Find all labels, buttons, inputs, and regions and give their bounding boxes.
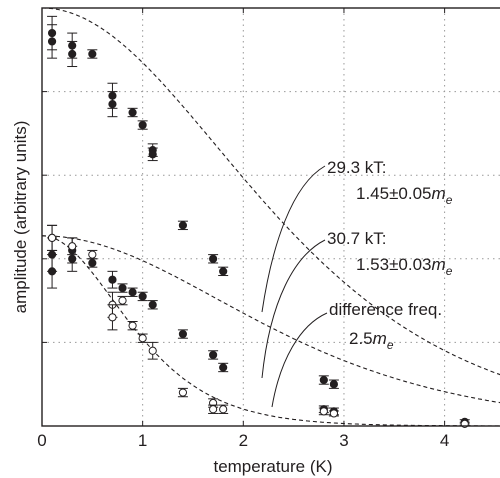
y-axis-label: amplitude (arbitrary units) [11,121,30,314]
data-point-s3-8 [137,333,148,343]
data-point-s3-7 [127,321,138,331]
data-point-s3-2 [67,237,78,256]
data-point-s2-6 [87,258,98,268]
data-point-s1-2 [47,24,58,59]
fit-curves [41,7,500,427]
annotation-3-pointer [271,312,328,408]
data-point-s1-4 [67,40,78,68]
data-point-s1-5 [87,49,98,59]
data-point-s2-9 [127,287,138,297]
data-point-s1-12 [177,220,188,231]
data-point-s3-10 [177,387,188,398]
data-point-s2-11 [147,300,158,310]
x-tick-label-3: 3 [339,431,348,450]
plot-frame [41,7,500,427]
data-points [47,15,470,429]
grid-lines [42,8,500,426]
data-point-s3-6 [117,295,128,306]
annotations: 29.3 kT: 1.45±0.05me 30.7 kT: 1.53±0.03m… [261,158,453,408]
annotation-2-title: 30.7 kT: [327,229,387,248]
data-point-s2-2 [47,254,58,289]
fit-curve-2 [42,235,500,404]
data-point-s1-7 [107,91,118,118]
data-point-s1-9 [137,120,148,130]
data-point-s3-15 [328,409,339,418]
data-point-s2-8 [117,283,128,293]
data-point-s2-13 [208,350,219,360]
data-point-s1-16 [328,379,339,389]
data-point-s3-14 [318,407,329,416]
data-point-s2-7 [107,270,118,289]
x-tick-label-2: 2 [239,431,248,450]
x-tick-label-0: 0 [37,431,46,450]
data-point-s3-1 [47,224,58,251]
x-tick-label-4: 4 [440,431,449,450]
annotation-3-title: difference freq. [329,300,442,319]
data-point-s2-14 [218,362,229,373]
annotation-2-value: 1.53±0.03me [356,255,453,278]
fit-curve-1 [42,7,500,376]
data-point-s2-12 [177,329,188,339]
annotation-3-value: 2.5me [349,329,394,352]
x-axis-label: temperature (K) [213,457,332,476]
data-point-s3-13 [218,404,229,414]
annotation-1-value: 1.45±0.05me [356,184,453,207]
data-point-s3-9 [147,341,158,360]
data-point-s3-12 [208,404,219,414]
annotation-2-pointer [261,239,326,379]
annotation-1-title: 29.3 kT: [327,158,387,177]
data-point-s3-3 [87,249,98,260]
data-point-s1-14 [218,266,229,277]
data-point-s1-8 [127,107,138,118]
data-point-s3-5 [107,304,118,331]
data-point-s1-13 [208,254,219,264]
data-point-s1-11 [147,147,158,162]
x-tick-label-1: 1 [138,431,147,450]
axis-ticks: 0 1 2 3 4 [37,8,449,450]
annotation-1-pointer [261,165,326,313]
data-point-s1-15 [318,375,329,385]
data-point-s2-10 [137,291,148,302]
